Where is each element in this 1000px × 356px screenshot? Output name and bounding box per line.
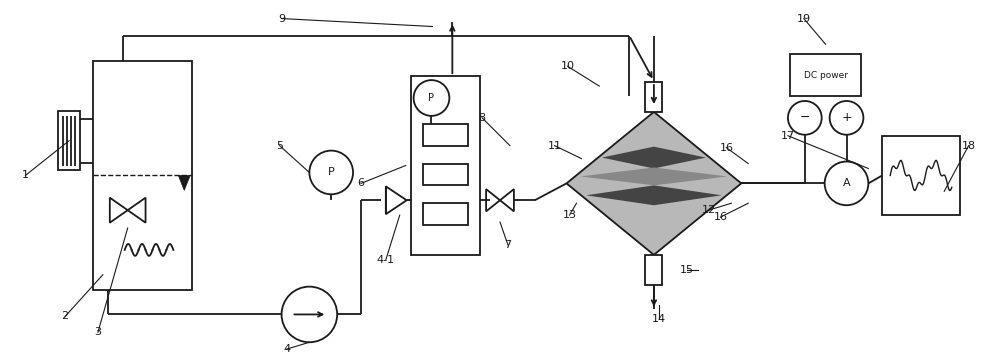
Text: 18: 18 — [962, 141, 976, 151]
Polygon shape — [128, 198, 146, 223]
Text: 16: 16 — [713, 212, 727, 222]
Bar — [58, 111, 80, 171]
Bar — [423, 203, 468, 225]
Bar — [423, 124, 468, 146]
Text: 4-1: 4-1 — [377, 255, 395, 265]
Circle shape — [309, 151, 353, 194]
Text: 19: 19 — [797, 14, 811, 23]
Text: 17: 17 — [781, 131, 795, 141]
Bar — [93, 61, 192, 290]
Circle shape — [825, 162, 868, 205]
Text: 4: 4 — [283, 344, 290, 354]
Polygon shape — [586, 185, 722, 205]
Text: 14: 14 — [652, 314, 666, 324]
Text: 8: 8 — [479, 113, 486, 123]
Polygon shape — [110, 198, 128, 223]
Text: 2: 2 — [62, 312, 69, 321]
Polygon shape — [580, 167, 727, 185]
Circle shape — [282, 287, 337, 342]
Bar — [882, 136, 960, 215]
Circle shape — [830, 101, 863, 135]
Polygon shape — [486, 189, 500, 211]
Circle shape — [414, 80, 449, 116]
Text: P: P — [428, 93, 434, 103]
Text: 1: 1 — [22, 171, 29, 180]
Polygon shape — [386, 186, 407, 214]
Text: 6: 6 — [357, 178, 364, 188]
Text: 12: 12 — [701, 205, 716, 215]
Bar — [411, 76, 480, 255]
Polygon shape — [602, 147, 706, 168]
Text: 13: 13 — [563, 210, 577, 220]
Text: DC power: DC power — [804, 70, 848, 80]
Text: A: A — [843, 178, 850, 188]
Text: 9: 9 — [278, 14, 285, 23]
Polygon shape — [178, 176, 190, 190]
Polygon shape — [567, 112, 741, 255]
Circle shape — [788, 101, 822, 135]
Text: P: P — [328, 167, 335, 177]
Bar — [423, 163, 468, 185]
Text: 5: 5 — [276, 141, 283, 151]
Text: 10: 10 — [561, 61, 575, 71]
Polygon shape — [500, 189, 514, 211]
Text: 15: 15 — [680, 265, 694, 275]
Text: 3: 3 — [94, 327, 101, 337]
Text: +: + — [841, 111, 852, 124]
Bar — [645, 255, 662, 285]
Bar — [790, 54, 861, 96]
Text: 11: 11 — [548, 141, 562, 151]
Text: −: − — [800, 111, 810, 124]
Text: 7: 7 — [504, 240, 512, 250]
Bar — [645, 82, 662, 112]
Text: 16: 16 — [719, 143, 733, 153]
